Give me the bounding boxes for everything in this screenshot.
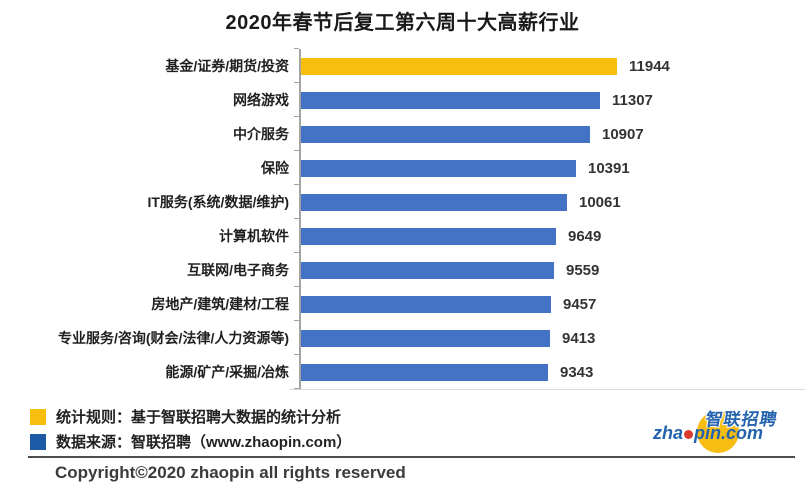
value-label: 9413 — [562, 329, 596, 347]
category-label: 能源/矿产/采掘/冶炼 — [165, 364, 289, 380]
bar — [301, 227, 556, 245]
logo-red-dot-icon — [684, 430, 694, 439]
logo-url-text: zha pin.com — [653, 423, 763, 444]
chart-title: 2020年春节后复工第六周十大高薪行业 — [225, 12, 580, 34]
value-label: 11944 — [629, 57, 670, 75]
bar — [301, 193, 567, 211]
bar — [301, 363, 548, 381]
bar-track: 9559 — [294, 252, 795, 287]
value-label: 10061 — [579, 193, 621, 211]
category-label: 互联网/电子商务 — [187, 262, 289, 278]
bar-track: 9457 — [294, 286, 795, 321]
category-label: 中介服务 — [233, 126, 289, 142]
value-label: 10391 — [588, 159, 630, 177]
bar-track: 9413 — [294, 320, 795, 355]
bar-track: 10907 — [294, 116, 795, 151]
bar — [301, 91, 600, 109]
value-label: 9649 — [568, 227, 602, 245]
legend-swatch — [30, 433, 46, 450]
bar-track: 11944 — [294, 48, 795, 83]
footer-divider — [28, 456, 795, 458]
legend-label: 数据来源：智联招聘（www.zhaopin.com） — [56, 434, 352, 451]
bar-row: 中介服务 10907 — [10, 116, 795, 151]
chart-baseline — [289, 389, 805, 390]
copyright-text: Copyright©2020 zhaopin all rights reserv… — [55, 463, 406, 482]
zhaopin-logo: 智联招聘 zha pin.com — [645, 400, 795, 456]
legend-item: 数据来源：智联招聘（www.zhaopin.com） — [30, 429, 351, 454]
value-label: 9457 — [563, 295, 597, 313]
value-label: 10907 — [602, 125, 644, 143]
bar-chart: 基金/证券/期货/投资 11944 网络游戏 11307 中介服务 10907 保险 1039… — [10, 48, 795, 389]
bar-row: 保险 10391 — [10, 150, 795, 185]
bar-row: 房地产/建筑/建材/工程 9457 — [10, 286, 795, 321]
category-label: IT服务(系统/数据/维护) — [147, 194, 289, 210]
bar — [301, 329, 550, 347]
bar-track: 9649 — [294, 218, 795, 253]
bar-rows: 基金/证券/期货/投资 11944 网络游戏 11307 中介服务 10907 保险 1039… — [10, 48, 795, 389]
bar — [301, 125, 590, 143]
bar-track: 10391 — [294, 150, 795, 185]
logo-circle-icon — [697, 411, 739, 453]
bar — [301, 295, 551, 313]
category-label: 网络游戏 — [233, 92, 289, 108]
bar-row: 网络游戏 11307 — [10, 82, 795, 117]
category-label: 保险 — [261, 160, 289, 176]
bar-row: 专业服务/咨询(财会/法律/人力资源等) 9413 — [10, 320, 795, 355]
logo-url-prefix: zha — [653, 423, 684, 443]
legend-item: 统计规则：基于智联招聘大数据的统计分析 — [30, 404, 351, 429]
legend-swatch — [30, 408, 46, 425]
bar-track: 10061 — [294, 184, 795, 219]
category-label: 计算机软件 — [219, 228, 289, 244]
chart-legend: 统计规则：基于智联招聘大数据的统计分析 数据来源：智联招聘（www.zhaopi… — [30, 404, 351, 454]
bar-track: 11307 — [294, 82, 795, 117]
value-label: 9559 — [566, 261, 600, 279]
bar — [301, 159, 576, 177]
legend-label: 统计规则：基于智联招聘大数据的统计分析 — [56, 409, 342, 426]
bar-row: 互联网/电子商务 9559 — [10, 252, 795, 287]
logo-url-suffix: pin.com — [694, 423, 764, 443]
bar-row: 基金/证券/期货/投资 11944 — [10, 48, 795, 83]
category-label: 专业服务/咨询(财会/法律/人力资源等) — [58, 330, 289, 346]
bar-row: IT服务(系统/数据/维护) 10061 — [10, 184, 795, 219]
value-label: 9343 — [560, 363, 594, 381]
bar-row: 计算机软件 9649 — [10, 218, 795, 253]
bar-track: 9343 — [294, 354, 795, 389]
category-label: 房地产/建筑/建材/工程 — [151, 296, 289, 312]
value-label: 11307 — [612, 91, 653, 109]
bar — [301, 261, 554, 279]
category-label: 基金/证券/期货/投资 — [165, 58, 289, 74]
bar — [301, 57, 617, 75]
bar-row: 能源/矿产/采掘/冶炼 9343 — [10, 354, 795, 389]
